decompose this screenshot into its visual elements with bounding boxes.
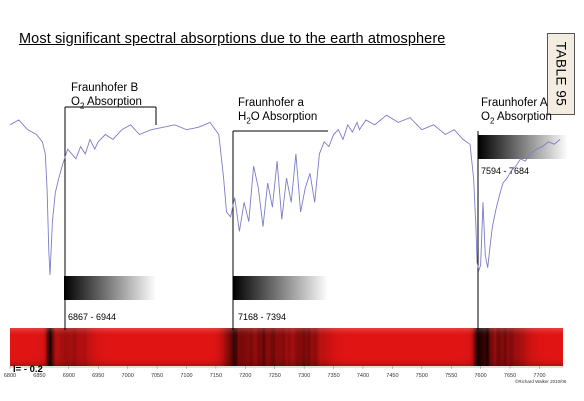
x-tick-label: 7350: [327, 373, 339, 379]
band-brackets: [64, 106, 479, 330]
x-tick-label: 7000: [122, 373, 134, 379]
x-tick-label: 7500: [416, 373, 428, 379]
band-b-name: Fraunhofer B: [71, 82, 139, 94]
x-tick-label: 7550: [445, 373, 457, 379]
x-tick-label: 7400: [357, 373, 369, 379]
band-b-label: Fraunhofer B O2 Absorption: [71, 81, 142, 113]
band-a-small-range: 7168 - 7394: [238, 312, 287, 322]
x-axis-ticks: 6800 6850 6900 6950 7000 7050 7100 7150 7200 7250…: [4, 366, 546, 379]
x-tick-label: 7650: [504, 373, 516, 379]
x-tick-label: 7250: [269, 373, 281, 379]
x-tick-label: 7700: [533, 373, 545, 379]
band-b-molecule: O2 Absorption: [71, 96, 142, 111]
band-a-molecule: O2 Absorption: [481, 111, 552, 126]
band-a-small-swatch: [233, 276, 328, 300]
band-a-small-label: Fraunhofer a H2O Absorption: [238, 96, 317, 128]
band-a-swatch: [478, 135, 568, 159]
x-tick-label: 6850: [33, 373, 45, 379]
spectrum-line: [9, 114, 561, 276]
band-a-label: Fraunhofer A O2 Absorption: [481, 96, 552, 128]
x-tick-label: 7200: [239, 373, 251, 379]
band-b-range: 6867 - 6944: [68, 312, 117, 322]
x-tick-label: 7600: [475, 373, 487, 379]
x-tick-label: 6800: [4, 373, 16, 379]
x-tick-label: 6900: [63, 373, 75, 379]
credit: ©Richard Walker 2010/06: [515, 379, 567, 384]
band-a-small-molecule: H2O Absorption: [238, 111, 318, 126]
table-tag: TABLE 95: [547, 33, 575, 115]
intensity-label: I= - 0.2: [13, 364, 43, 375]
chart-title: Most significant spectral absorptions du…: [19, 31, 446, 47]
spectrum-band: [10, 328, 563, 366]
band-b-swatch: [64, 276, 156, 300]
band-a-name: Fraunhofer A: [481, 97, 548, 109]
x-tick-label: 7050: [151, 373, 163, 379]
x-tick-label: 7450: [386, 373, 398, 379]
x-tick-label: 6950: [92, 373, 104, 379]
band-a-small-name: Fraunhofer a: [238, 97, 304, 109]
x-tick-label: 7300: [298, 373, 310, 379]
x-tick-label: 7100: [180, 373, 192, 379]
x-tick-label: 7150: [210, 373, 222, 379]
band-a-range: 7594 - 7684: [481, 166, 530, 176]
